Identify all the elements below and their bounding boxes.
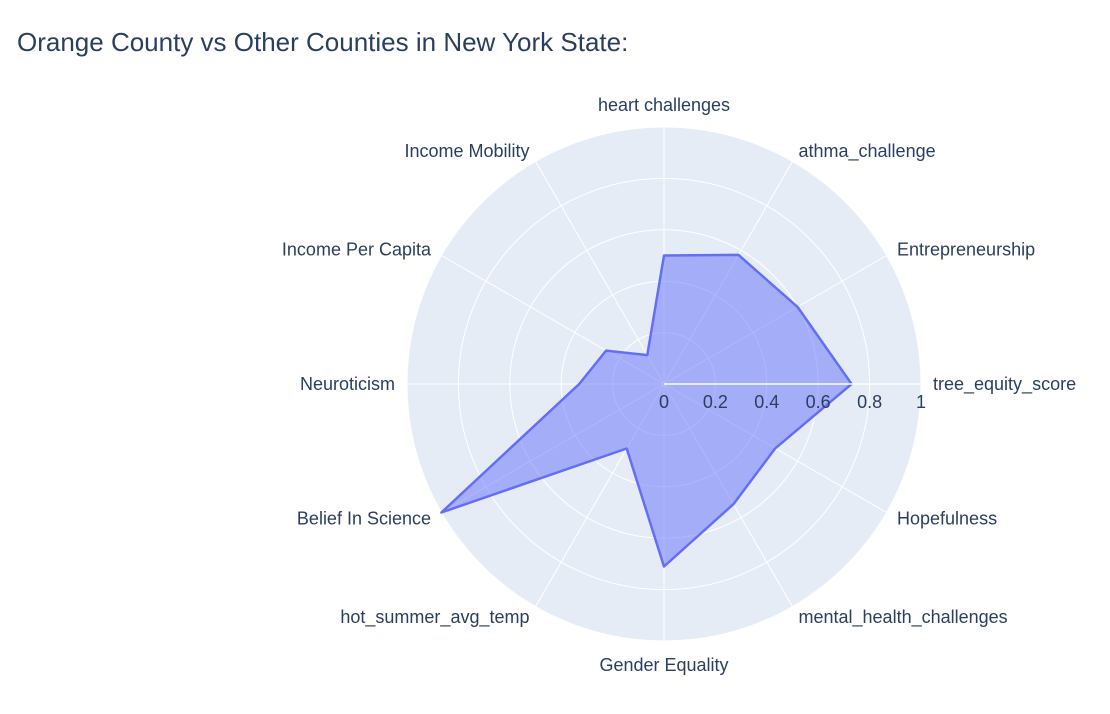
radial-tick-label: 0.2	[703, 392, 728, 412]
radial-tick-labels: 0 0.2 0.4 0.6 0.8 1	[659, 392, 926, 412]
series-area	[440, 253, 853, 568]
axis-label-athma-challenge: athma_challenge	[799, 141, 936, 162]
axis-label-neuroticism: Neuroticism	[300, 374, 395, 394]
axis-label-mental-health-challenges: mental_health_challenges	[799, 607, 1008, 628]
axis-label-entrepreneurship: Entrepreneurship	[897, 240, 1035, 260]
radial-tick-label: 0.8	[857, 392, 882, 412]
radial-tick-label: 1	[916, 392, 926, 412]
radial-tick-label: 0.4	[754, 392, 779, 412]
axis-label-tree-equity-score: tree_equity_score	[933, 374, 1076, 395]
axis-label-hopefulness: Hopefulness	[897, 509, 997, 529]
radial-tick-label: 0	[659, 392, 669, 412]
axis-label-gender-equality: Gender Equality	[599, 655, 728, 675]
axis-label-belief-in-science: Belief In Science	[297, 509, 431, 529]
axis-label-heart-challenges: heart challenges	[598, 95, 730, 115]
axis-label-income-per-capita: Income Per Capita	[282, 240, 432, 260]
grid-spoke	[535, 161, 665, 385]
category-axis-labels: tree_equity_score Entrepreneurship athma_c…	[282, 95, 1076, 675]
radial-tick-label: 0.6	[806, 392, 831, 412]
axis-label-hot-summer-avg-temp: hot_summer_avg_temp	[340, 607, 529, 628]
chart-title: Orange County vs Other Counties in New Y…	[17, 27, 629, 57]
axis-label-income-mobility: Income Mobility	[404, 141, 529, 161]
